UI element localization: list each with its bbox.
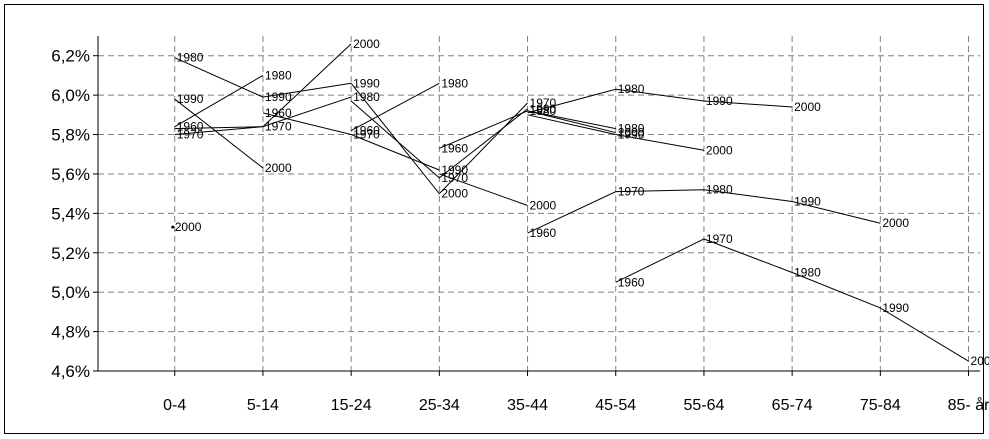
series-line-7 xyxy=(350,82,528,195)
data-label: 2000 xyxy=(618,126,645,140)
x-axis-ticks: 0-4 5-14 15-24 25-34 35-44 45-54 55-64 65-74 75-… xyxy=(163,396,989,414)
data-label: 1990 xyxy=(441,163,468,177)
y-tick-label: 5,2% xyxy=(51,244,90,263)
data-label: 1990 xyxy=(177,92,204,106)
series-line-14 xyxy=(703,100,793,108)
x-tick-label: 25-34 xyxy=(419,397,460,414)
series-line-4 xyxy=(174,96,352,136)
data-label: 2000 xyxy=(353,37,380,51)
data-label: 2000 xyxy=(794,100,821,114)
y-tick-label: 4,8% xyxy=(51,323,90,342)
data-label: 1970 xyxy=(441,171,468,185)
y-tick-label: 5,6% xyxy=(51,165,90,184)
data-point xyxy=(171,225,175,229)
data-label: 2000 xyxy=(706,143,733,157)
x-tick-label: 0-4 xyxy=(163,397,186,414)
data-label: 1980 xyxy=(618,122,645,136)
data-label: 1990 xyxy=(265,90,292,104)
data-label: 1960 xyxy=(265,106,292,120)
series-line-6 xyxy=(350,82,440,132)
series-line-15 xyxy=(527,189,881,234)
data-label: 1970 xyxy=(706,232,733,246)
x-tick-label: 55-64 xyxy=(683,397,724,414)
x-tick-label: 35-44 xyxy=(507,397,548,414)
data-label: 2000 xyxy=(265,161,292,175)
data-label: 1980 xyxy=(177,51,204,65)
series-line-1 xyxy=(174,57,352,98)
data-label: 2000 xyxy=(882,216,909,230)
series-line-11 xyxy=(527,88,705,114)
data-label: 1970 xyxy=(530,96,557,110)
data-label: 1970 xyxy=(618,185,645,199)
series-line-2 xyxy=(174,98,264,169)
series-line-16 xyxy=(615,238,969,362)
y-tick-label: 5,8% xyxy=(51,126,90,145)
axes xyxy=(93,36,980,376)
series-line-12 xyxy=(527,110,616,130)
data-label: 1990 xyxy=(794,195,821,209)
data-label: 2000 xyxy=(971,354,989,368)
data-label: 1980 xyxy=(794,265,821,279)
data-label: 1960 xyxy=(530,226,557,240)
data-label: 1980 xyxy=(706,183,733,197)
data-label: 2000 xyxy=(530,198,557,212)
x-tick-label: 15-24 xyxy=(331,397,372,414)
series-line-13 xyxy=(527,114,705,151)
data-label: 1990 xyxy=(706,94,733,108)
data-label: 1960 xyxy=(353,124,380,138)
data-label: 1980 xyxy=(441,76,468,90)
y-axis-ticks: 6,2% 6,0% 5,8% 5,6% 5,4% 5,2% 5,0% 4,8% 4,6% xyxy=(51,47,90,381)
x-tick-label: 75-84 xyxy=(860,397,901,414)
data-label: 1960 xyxy=(441,141,468,155)
data-label: 1980 xyxy=(530,104,557,118)
chart-frame xyxy=(4,4,984,434)
y-tick-label: 5,0% xyxy=(51,283,90,302)
data-label: 2000 xyxy=(441,187,468,201)
y-tick-label: 6,0% xyxy=(51,86,90,105)
x-tick-label: 45-54 xyxy=(595,397,636,414)
series-line-9 xyxy=(439,173,528,206)
y-tick-label: 4,6% xyxy=(51,362,90,381)
data-label: 1970 xyxy=(265,120,292,134)
series-line-3 xyxy=(174,74,264,128)
x-tick-label: 85- år xyxy=(948,396,989,414)
series-lines xyxy=(171,43,969,362)
gridlines xyxy=(98,36,980,371)
data-labels: 2000198019901990199020001960198019701970… xyxy=(175,37,989,368)
data-label: 1990 xyxy=(882,301,909,315)
data-label: 2000 xyxy=(175,220,202,234)
data-label: 1990 xyxy=(618,128,645,142)
series-line-8 xyxy=(350,100,528,179)
x-tick-label: 65-74 xyxy=(772,397,813,414)
data-label: 1990 xyxy=(530,102,557,116)
data-label: 1980 xyxy=(353,90,380,104)
data-label: 1960 xyxy=(618,275,645,289)
y-tick-label: 6,2% xyxy=(51,47,90,66)
data-label: 1980 xyxy=(265,68,292,82)
data-label: 1990 xyxy=(353,76,380,90)
data-label: 1980 xyxy=(618,82,645,96)
data-label: 1970 xyxy=(177,128,204,142)
y-tick-label: 5,4% xyxy=(51,204,90,223)
data-label: 1970 xyxy=(353,128,380,142)
x-tick-label: 5-14 xyxy=(247,397,279,414)
series-line-5 xyxy=(262,112,440,171)
data-label: 1960 xyxy=(177,120,204,134)
